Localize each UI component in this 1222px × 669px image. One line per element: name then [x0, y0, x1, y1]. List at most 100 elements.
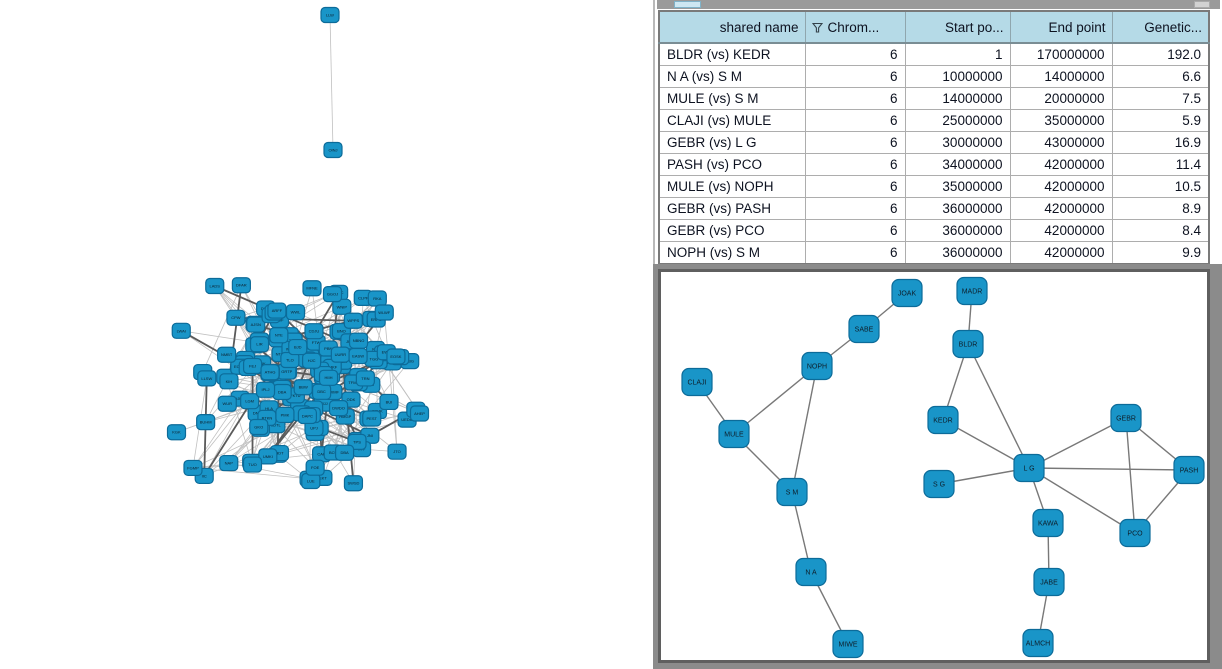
table-row[interactable]: GEBR (vs) PASH 6 36000000 42000000 8.9: [658, 197, 1210, 220]
network-node[interactable]: PEST: [362, 410, 382, 427]
table-cell[interactable]: GEBR (vs) L G: [658, 131, 806, 154]
network-node[interactable]: LWAI: [171, 322, 191, 339]
network-node[interactable]: DFAR: [231, 277, 251, 294]
network-node[interactable]: WWL: [285, 304, 306, 321]
network-node[interactable]: WLWF: [374, 304, 394, 321]
table-cell[interactable]: 42000000: [1009, 197, 1113, 220]
table-cell[interactable]: 42000000: [1009, 175, 1113, 198]
column-header-end-point[interactable]: End point: [1009, 10, 1113, 44]
network-node[interactable]: OINJ: [323, 141, 343, 159]
network-overview-pane[interactable]: NTJMAJSLADSMFNEBNOCAHODKHMGPLGCCWDONTGNT…: [0, 0, 653, 669]
network-node[interactable]: LLSW: [197, 370, 217, 387]
table-cell[interactable]: GEBR (vs) PCO: [658, 219, 806, 242]
network-node[interactable]: DBC: [312, 383, 332, 400]
table-cell[interactable]: 36000000: [904, 219, 1011, 242]
network-node-kedr[interactable]: KEDR: [927, 405, 959, 435]
network-node[interactable]: AHEP: [409, 405, 430, 422]
network-edge-BLDR-LG[interactable]: [967, 343, 1030, 469]
column-header-chrom-[interactable]: Chrom...: [804, 10, 906, 44]
table-cell[interactable]: 6: [804, 241, 906, 265]
network-node[interactable]: BUI: [379, 393, 399, 411]
table-cell[interactable]: GEBR (vs) PASH: [658, 197, 806, 220]
filter-funnel-icon[interactable]: [811, 22, 823, 33]
table-row[interactable]: PASH (vs) PCO 6 34000000 42000000 11.4: [658, 153, 1210, 176]
table-cell[interactable]: 36000000: [904, 197, 1011, 220]
panel-drag-tab[interactable]: [674, 1, 701, 8]
table-row[interactable]: GEBR (vs) L G 6 30000000 43000000 16.9: [658, 131, 1210, 154]
network-node[interactable]: BUHM: [196, 414, 216, 431]
table-cell[interactable]: 7.5: [1111, 87, 1210, 110]
table-cell[interactable]: N A (vs) S M: [658, 65, 806, 88]
network-node-noph[interactable]: NOPH: [801, 351, 833, 381]
network-node[interactable]: GKO: [249, 418, 269, 436]
network-node[interactable]: MFNE: [302, 280, 322, 297]
table-cell[interactable]: 11.4: [1111, 153, 1210, 176]
column-header-start-po-[interactable]: Start po...: [904, 10, 1011, 44]
network-node-pco[interactable]: PCO: [1119, 518, 1151, 548]
network-node[interactable]: WNIP: [332, 298, 352, 315]
network-node-pash[interactable]: PASH: [1173, 455, 1205, 485]
table-cell[interactable]: CLAJI (vs) MULE: [658, 109, 806, 132]
table-cell[interactable]: 34000000: [904, 153, 1011, 176]
table-row[interactable]: NOPH (vs) S M 6 36000000 42000000 9.9: [658, 241, 1210, 265]
network-node[interactable]: DBA: [334, 444, 355, 461]
table-cell[interactable]: 10.5: [1111, 175, 1210, 198]
network-node[interactable]: CPW: [226, 309, 246, 326]
network-node[interactable]: NTE: [269, 327, 289, 344]
network-edge-GEBR-PCO[interactable]: [1125, 417, 1136, 534]
network-node[interactable]: BJD: [288, 338, 308, 356]
table-cell[interactable]: MULE (vs) S M: [658, 87, 806, 110]
table-cell[interactable]: 25000000: [904, 109, 1011, 132]
table-cell[interactable]: BLDR (vs) KEDR: [658, 42, 806, 66]
table-cell[interactable]: 6: [804, 87, 906, 110]
table-cell[interactable]: 35000000: [1009, 109, 1113, 132]
table-cell[interactable]: 192.0: [1111, 42, 1210, 66]
table-row[interactable]: CLAJI (vs) MULE 6 25000000 35000000 5.9: [658, 109, 1210, 132]
network-node[interactable]: FOE: [305, 459, 325, 476]
network-node[interactable]: BBW: [293, 379, 313, 396]
network-node[interactable]: LLW: [320, 6, 340, 24]
table-row[interactable]: GEBR (vs) PCO 6 36000000 42000000 8.4: [658, 219, 1210, 242]
column-header-shared-name[interactable]: shared name: [658, 10, 806, 44]
table-cell[interactable]: PASH (vs) PCO: [658, 153, 806, 176]
table-cell[interactable]: 42000000: [1009, 219, 1113, 242]
network-node-sabe[interactable]: SABE: [848, 314, 880, 344]
network-edge-LG-GEBR[interactable]: [1028, 417, 1127, 469]
network-node[interactable]: GGOJ: [322, 286, 343, 303]
selected-network-canvas[interactable]: JOAK MADR SABE NOPH BLDR CLAJI MULE KEDR GEBR L G…: [661, 272, 1207, 660]
network-node[interactable]: IPLJ: [255, 381, 276, 398]
network-node[interactable]: PMK: [275, 406, 295, 424]
network-node-jabe[interactable]: JABE: [1033, 567, 1065, 597]
network-node-bldr[interactable]: BLDR: [952, 329, 984, 359]
table-cell[interactable]: 36000000: [904, 241, 1011, 265]
network-node[interactable]: DWDO: [328, 400, 349, 417]
network-node[interactable]: NAP: [219, 454, 239, 472]
table-cell[interactable]: 35000000: [904, 175, 1011, 198]
column-header-genetic-[interactable]: Genetic...: [1111, 10, 1210, 44]
network-edge-LG-PCO[interactable]: [1028, 467, 1136, 534]
network-node[interactable]: AJSN: [246, 316, 266, 333]
table-cell[interactable]: 6.6: [1111, 65, 1210, 88]
network-node-na[interactable]: N A: [795, 557, 827, 587]
table-cell[interactable]: 6: [804, 109, 906, 132]
network-node-almch[interactable]: ALMCH: [1022, 628, 1054, 658]
network-node[interactable]: KIH: [219, 373, 239, 390]
network-edge[interactable]: [383, 312, 398, 452]
network-node[interactable]: FGMP: [183, 459, 203, 477]
table-cell[interactable]: 10000000: [904, 65, 1011, 88]
network-node[interactable]: EASW: [348, 347, 368, 365]
network-node[interactable]: NMBT: [217, 346, 237, 363]
network-edge-NOPH-SM[interactable]: [791, 365, 818, 493]
network-node[interactable]: EOSK: [386, 348, 406, 365]
scrollbar-corner[interactable]: [1194, 1, 1210, 8]
network-node[interactable]: HJC: [301, 352, 322, 369]
table-cell[interactable]: 6: [804, 42, 906, 66]
overview-network-canvas[interactable]: NTJMAJSLADSMFNEBNOCAHODKHMGPLGCCWDONTGNT…: [0, 0, 653, 669]
network-node-gebr[interactable]: GEBR: [1110, 403, 1142, 433]
network-node[interactable]: TRN: [355, 370, 375, 387]
table-cell[interactable]: 20000000: [1009, 87, 1113, 110]
network-node-claji[interactable]: CLAJI: [681, 367, 713, 397]
table-cell[interactable]: 1: [904, 42, 1011, 66]
table-cell[interactable]: 14000000: [1009, 65, 1113, 88]
table-cell[interactable]: 8.9: [1111, 197, 1210, 220]
